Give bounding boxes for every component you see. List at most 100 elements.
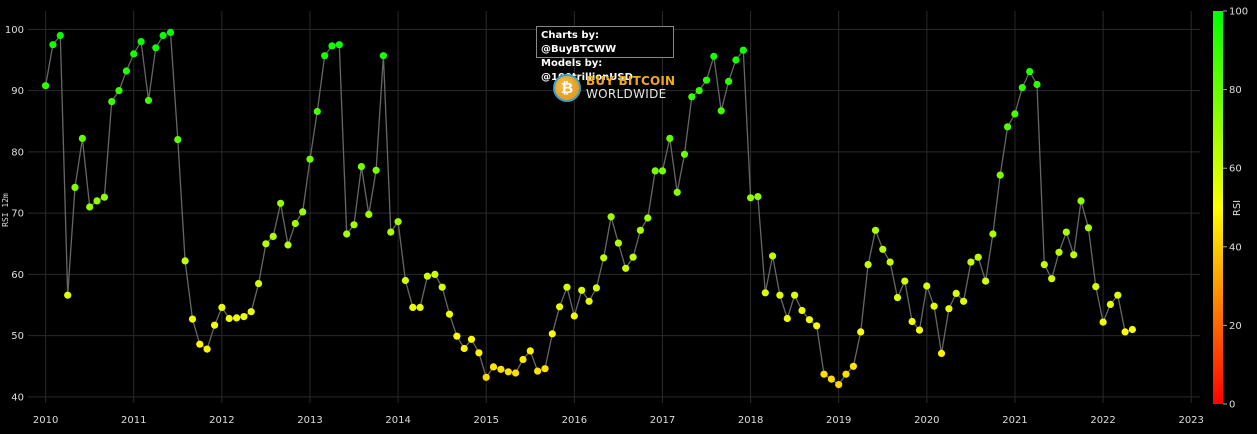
colorbar-tick-label: 0	[1229, 400, 1235, 411]
data-point	[563, 283, 571, 291]
data-point	[357, 163, 365, 171]
data-point	[791, 291, 799, 299]
x-tick-label: 2022	[1090, 415, 1115, 426]
data-point	[556, 303, 564, 311]
y-tick-label: 80	[11, 147, 24, 158]
logo-text-bottom: WORLDWIDE	[586, 87, 667, 101]
data-point	[1077, 197, 1085, 205]
data-point	[629, 253, 637, 261]
data-point	[1011, 110, 1019, 118]
colorbar-gradient	[1213, 11, 1223, 404]
x-tick-label: 2019	[826, 415, 851, 426]
data-point	[42, 82, 50, 90]
data-point	[1018, 84, 1026, 92]
x-tick-label: 2018	[738, 415, 763, 426]
data-point	[247, 308, 255, 316]
data-point	[600, 254, 608, 262]
data-point	[769, 252, 777, 260]
data-point	[783, 314, 791, 323]
x-tick-label: 2023	[1178, 415, 1203, 426]
data-point	[233, 314, 241, 322]
data-point	[409, 303, 417, 311]
data-point	[152, 44, 160, 52]
colorbar-ticks: 0 20 40 60 80 100	[1223, 7, 1248, 411]
data-point	[71, 183, 79, 191]
data-point	[144, 96, 153, 104]
data-point	[1121, 328, 1129, 336]
data-point	[328, 42, 336, 50]
data-point	[893, 294, 902, 302]
data-point	[666, 134, 674, 142]
data-point	[1084, 224, 1092, 232]
colorbar: RSI	[1213, 11, 1243, 404]
data-point	[702, 76, 711, 84]
y-tick-label: 40	[11, 392, 24, 403]
data-point	[423, 272, 431, 280]
data-point	[1106, 300, 1114, 308]
data-point	[857, 328, 865, 336]
y-tick-label: 60	[11, 270, 24, 281]
data-point	[776, 291, 784, 299]
data-point	[93, 197, 101, 205]
data-point	[835, 381, 843, 389]
data-point	[820, 370, 828, 378]
data-point	[915, 326, 924, 334]
data-point	[122, 67, 130, 75]
x-tick-label: 2021	[1002, 415, 1027, 426]
data-point	[343, 230, 351, 238]
x-axis: 2010 2011 2012 2013 2014 2015 2016 2017 2018 2019…	[33, 415, 1204, 426]
y-axis: 40 50 60 70 80 90 100	[5, 25, 24, 404]
data-point	[1092, 283, 1100, 291]
y-tick-label: 70	[11, 209, 24, 220]
data-point	[1048, 275, 1056, 283]
data-point	[49, 41, 57, 49]
data-point	[166, 28, 175, 36]
colorbar-tick-label: 60	[1229, 164, 1242, 175]
data-point	[526, 347, 534, 355]
data-point	[688, 93, 696, 101]
data-point	[710, 52, 718, 60]
data-point	[578, 286, 586, 294]
data-point	[1099, 318, 1107, 326]
data-point	[717, 107, 725, 115]
data-point	[747, 194, 755, 202]
data-point	[489, 363, 498, 371]
grid	[28, 11, 1200, 403]
data-point	[291, 219, 299, 228]
data-point	[739, 46, 747, 54]
data-point	[644, 214, 652, 222]
data-point	[908, 317, 916, 326]
data-point	[1128, 325, 1136, 334]
data-point	[923, 282, 931, 290]
data-point	[622, 264, 630, 272]
data-point	[365, 210, 373, 218]
data-point	[137, 38, 145, 46]
data-point	[1033, 80, 1041, 89]
data-point	[218, 303, 226, 311]
logo-text-top: BUY BITCOIN	[586, 74, 676, 88]
data-point	[497, 365, 505, 373]
colorbar-tick-label: 20	[1229, 321, 1242, 332]
data-point	[592, 284, 601, 292]
colorbar-tick-label: 80	[1229, 85, 1242, 96]
data-point	[56, 31, 64, 40]
data-point	[306, 155, 314, 163]
colorbar-title: RSI	[1232, 200, 1243, 216]
data-point	[130, 50, 138, 58]
data-point	[1055, 248, 1063, 256]
y-axis-label: RSI 12m	[1, 193, 10, 227]
data-point	[460, 344, 468, 353]
y-tick-label: 90	[11, 86, 24, 97]
data-point	[350, 221, 358, 229]
data-point	[673, 188, 681, 196]
data-point	[64, 291, 72, 299]
data-point	[225, 314, 233, 323]
data-point	[614, 239, 623, 247]
data-point	[475, 349, 483, 357]
data-point	[262, 240, 270, 248]
data-point	[952, 289, 960, 297]
data-point	[725, 77, 733, 85]
data-point	[284, 241, 292, 249]
data-point	[548, 330, 556, 338]
